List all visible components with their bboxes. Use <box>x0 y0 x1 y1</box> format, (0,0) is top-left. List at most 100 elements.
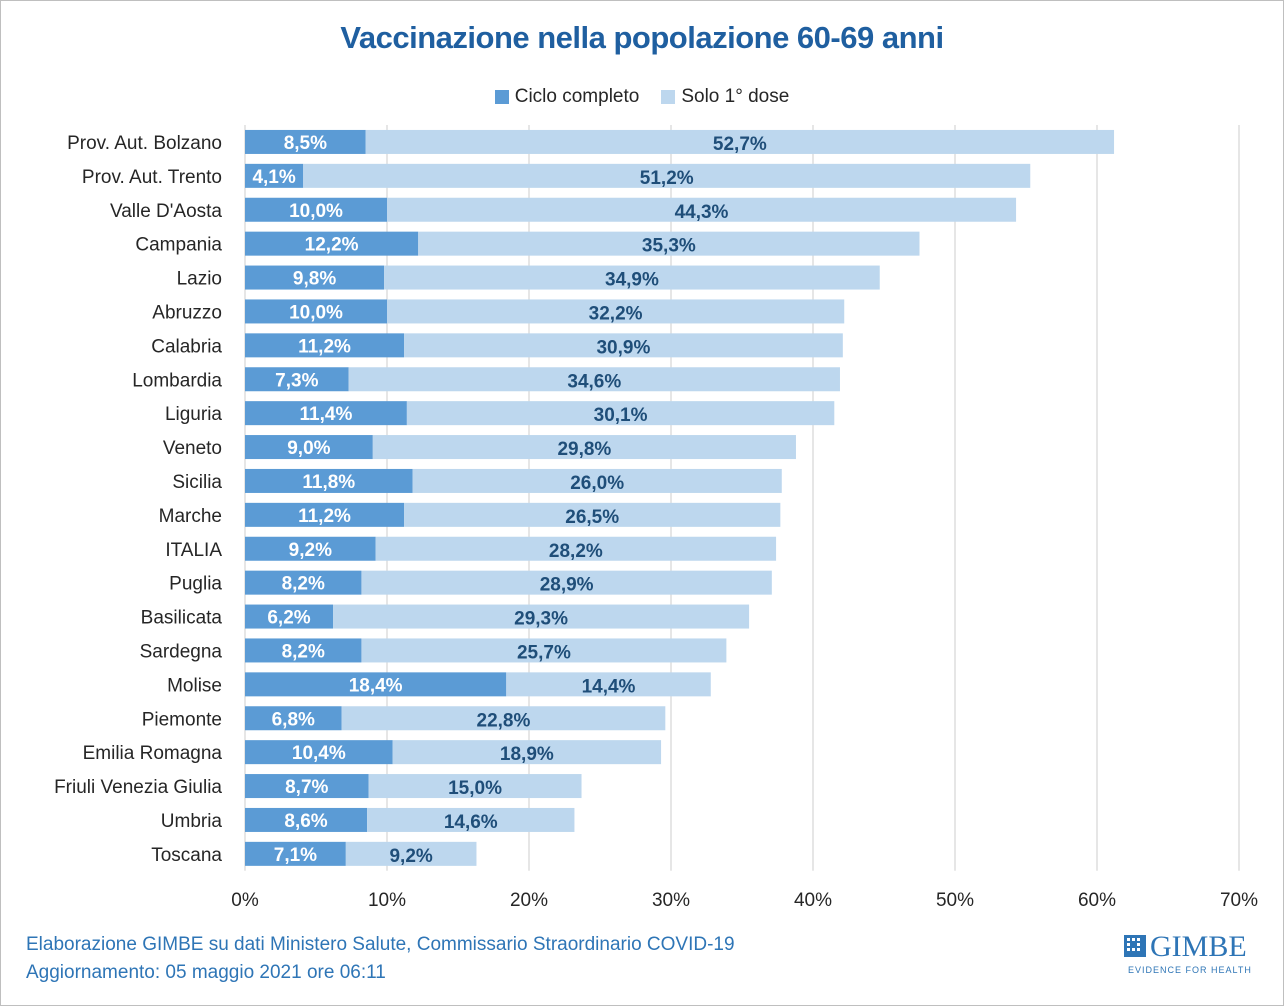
category-label: Abruzzo <box>152 302 222 323</box>
data-label-ciclo-completo: 4,1% <box>252 167 295 188</box>
bar-solo-prima-dose <box>392 740 662 765</box>
data-label-ciclo-completo: 11,4% <box>300 404 353 425</box>
category-label: Sicilia <box>172 472 222 493</box>
data-label-solo-prima-dose: 30,9% <box>596 337 650 358</box>
data-label-solo-prima-dose: 51,2% <box>640 168 694 189</box>
category-label: Campania <box>135 235 222 256</box>
data-label-ciclo-completo: 6,2% <box>267 608 310 629</box>
data-label-solo-prima-dose: 18,9% <box>500 744 554 765</box>
bar-solo-prima-dose <box>368 774 582 799</box>
bar-ciclo-completo <box>245 299 387 324</box>
data-label-ciclo-completo: 7,3% <box>275 370 318 391</box>
category-label: ITALIA <box>165 540 222 561</box>
data-label-solo-prima-dose: 44,3% <box>675 202 729 223</box>
bar-ciclo-completo <box>245 163 304 188</box>
bar-solo-prima-dose <box>418 231 920 256</box>
bar-solo-prima-dose <box>404 333 843 358</box>
bar-ciclo-completo <box>245 672 507 697</box>
bar-solo-prima-dose <box>506 672 711 697</box>
legend-swatch-solo-prima-dose <box>661 90 676 104</box>
gimbe-logo-text: GIMBE <box>1150 930 1247 963</box>
bar-ciclo-completo <box>245 435 373 460</box>
bar-solo-prima-dose <box>303 163 1031 188</box>
data-label-ciclo-completo: 10,0% <box>289 302 343 323</box>
category-label: Basilicata <box>141 608 223 629</box>
bar-ciclo-completo <box>245 604 334 629</box>
bar-ciclo-completo <box>245 231 419 256</box>
x-tick-label: 70% <box>1220 890 1258 911</box>
data-label-ciclo-completo: 8,7% <box>285 777 328 798</box>
bar-ciclo-completo <box>245 706 342 731</box>
bar-solo-prima-dose <box>341 706 666 731</box>
bar-solo-prima-dose <box>406 401 835 426</box>
data-label-solo-prima-dose: 29,8% <box>557 439 611 460</box>
bar-ciclo-completo <box>245 774 369 799</box>
legend: Ciclo completo Solo 1° dose <box>0 86 1284 108</box>
data-label-ciclo-completo: 8,6% <box>284 811 327 832</box>
category-label: Toscana <box>151 845 222 866</box>
category-label: Prov. Aut. Trento <box>82 167 222 188</box>
bar-solo-prima-dose <box>387 197 1017 222</box>
category-label: Veneto <box>163 438 222 459</box>
data-label-ciclo-completo: 10,4% <box>292 743 346 764</box>
data-label-solo-prima-dose: 35,3% <box>642 236 696 257</box>
category-label: Marche <box>159 506 222 527</box>
data-label-solo-prima-dose: 28,2% <box>549 541 603 562</box>
category-label: Umbria <box>161 811 223 832</box>
data-label-solo-prima-dose: 32,2% <box>589 303 643 324</box>
footer-source: Elaborazione GIMBE su dati Ministero Sal… <box>26 934 735 955</box>
bar-solo-prima-dose <box>404 502 781 527</box>
x-tick-label: 20% <box>510 890 548 911</box>
data-label-solo-prima-dose: 15,0% <box>448 778 502 799</box>
bar-ciclo-completo <box>245 740 393 765</box>
bar-ciclo-completo <box>245 197 387 222</box>
bar-solo-prima-dose <box>367 807 575 832</box>
x-tick-label: 50% <box>936 890 974 911</box>
data-label-ciclo-completo: 8,2% <box>282 641 325 662</box>
bar-ciclo-completo <box>245 129 366 154</box>
bar-solo-prima-dose <box>365 129 1115 154</box>
data-label-solo-prima-dose: 30,1% <box>594 405 648 426</box>
bar-solo-prima-dose <box>384 265 880 290</box>
bar-ciclo-completo <box>245 468 413 493</box>
bar-solo-prima-dose <box>387 299 845 324</box>
data-label-ciclo-completo: 9,8% <box>293 269 336 290</box>
data-label-ciclo-completo: 6,8% <box>272 709 315 730</box>
bar-solo-prima-dose <box>375 536 777 561</box>
x-tick-label: 60% <box>1078 890 1116 911</box>
category-label: Sardegna <box>140 641 223 662</box>
gimbe-logo-icon <box>1124 935 1146 957</box>
category-label: Calabria <box>151 336 222 357</box>
bar-ciclo-completo <box>245 333 405 358</box>
footer-updated: Aggiornamento: 05 maggio 2021 ore 06:11 <box>26 962 386 983</box>
category-label: Emilia Romagna <box>83 743 223 764</box>
category-label: Liguria <box>165 404 222 425</box>
legend-label-ciclo-completo: Ciclo completo <box>514 86 640 107</box>
bar-solo-prima-dose <box>372 435 796 460</box>
data-label-solo-prima-dose: 9,2% <box>389 846 432 867</box>
data-label-solo-prima-dose: 29,3% <box>514 609 568 630</box>
bar-solo-prima-dose <box>361 570 772 595</box>
category-label: Friuli Venezia Giulia <box>54 777 222 798</box>
data-label-solo-prima-dose: 22,8% <box>477 710 531 731</box>
category-label: Lombardia <box>132 370 222 391</box>
category-label: Molise <box>167 675 222 696</box>
bar-ciclo-completo <box>245 570 362 595</box>
bar-ciclo-completo <box>245 536 376 561</box>
bar-solo-prima-dose <box>348 367 840 392</box>
legend-label-solo-prima-dose: Solo 1° dose <box>681 86 790 107</box>
gimbe-logo-tagline: EVIDENCE FOR HEALTH <box>1128 965 1252 975</box>
data-label-solo-prima-dose: 14,6% <box>444 812 498 833</box>
bar-ciclo-completo <box>245 807 368 832</box>
category-label: Lazio <box>177 269 222 290</box>
x-tick-label: 10% <box>368 890 406 911</box>
data-label-ciclo-completo: 12,2% <box>305 235 359 256</box>
data-label-ciclo-completo: 7,1% <box>274 845 317 866</box>
bar-ciclo-completo <box>245 502 405 527</box>
data-label-ciclo-completo: 11,2% <box>298 506 351 527</box>
data-label-ciclo-completo: 8,2% <box>282 574 325 595</box>
bar-ciclo-completo <box>245 638 362 663</box>
legend-swatch-ciclo-completo <box>494 90 509 104</box>
bar-solo-prima-dose <box>333 604 750 629</box>
